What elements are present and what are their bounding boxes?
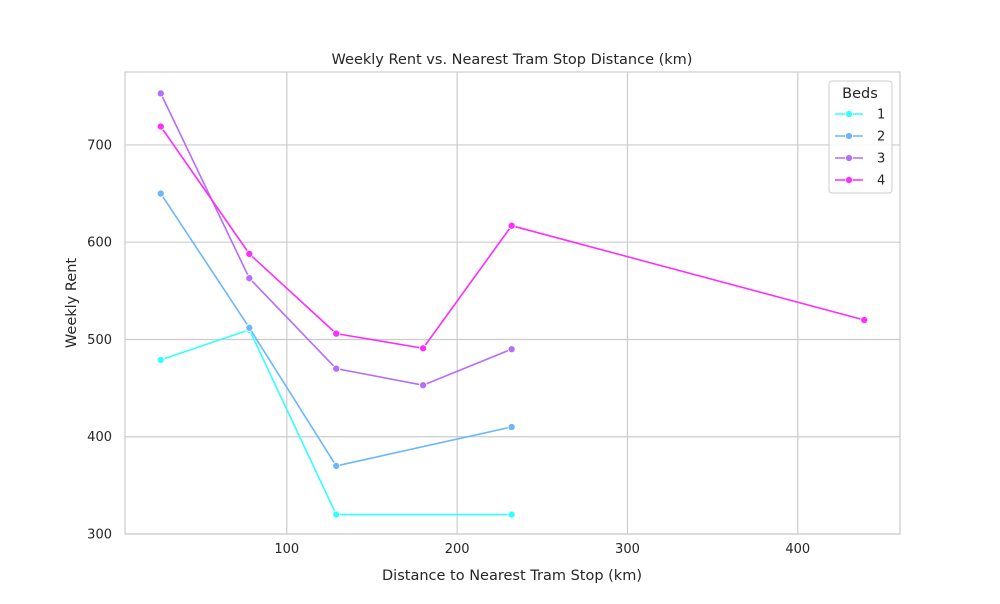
x-tick-label: 100: [274, 542, 299, 557]
data-point: [245, 323, 254, 332]
data-point: [156, 355, 165, 364]
legend-item: 4: [835, 174, 885, 189]
series-layer: [156, 89, 869, 519]
data-point: [860, 315, 869, 325]
legend-title: Beds: [842, 86, 878, 102]
x-tick-label: 400: [785, 542, 810, 557]
y-tick-label: 600: [87, 236, 112, 251]
legend-items: 1 2 3 4: [835, 108, 885, 189]
series-4: [156, 122, 869, 353]
series-line: [160, 193, 512, 467]
y-tick-label: 500: [87, 333, 112, 348]
y-tick-label: 300: [87, 528, 112, 543]
data-point: [245, 249, 254, 258]
data-point: [156, 189, 165, 198]
series-3: [156, 89, 516, 390]
legend-label: 1: [877, 108, 885, 123]
data-point: [332, 364, 341, 373]
data-point: [332, 461, 341, 470]
chart-title: Weekly Rent vs. Nearest Tram Stop Distan…: [332, 52, 693, 68]
legend-label: 4: [877, 174, 885, 189]
data-point: [245, 274, 254, 283]
data-point: [507, 422, 516, 432]
legend-item: 1: [835, 108, 885, 123]
data-point: [419, 381, 428, 390]
series-line: [160, 328, 512, 516]
data-point: [507, 510, 516, 519]
data-point: [332, 329, 341, 338]
data-point: [419, 344, 428, 353]
legend-label: 2: [877, 130, 885, 145]
legend-label: 3: [877, 152, 885, 167]
series-2: [156, 189, 516, 470]
legend-item: 2: [835, 130, 885, 145]
series-line: [160, 126, 865, 350]
x-tick-label: 200: [445, 542, 470, 557]
legend-item: 3: [835, 152, 885, 167]
data-point: [156, 89, 165, 98]
data-point: [156, 122, 165, 131]
legend-marker: [844, 153, 854, 163]
legend-marker: [844, 109, 854, 119]
legend: Beds 1 2 3 4: [828, 80, 893, 194]
tick-labels: 100 200 300 400 300 400 500 600 700: [87, 138, 810, 557]
y-tick-label: 400: [87, 430, 112, 445]
data-point: [507, 345, 516, 354]
data-point: [332, 510, 341, 519]
y-tick-label: 700: [87, 138, 112, 153]
plot-area: [124, 71, 901, 535]
x-tick-label: 300: [615, 542, 640, 557]
legend-marker: [844, 131, 854, 141]
x-axis-label: Distance to Nearest Tram Stop (km): [382, 568, 642, 584]
legend-marker: [844, 175, 854, 185]
legend-box: [828, 80, 893, 194]
data-point: [507, 221, 516, 230]
y-axis-label: Weekly Rent: [64, 258, 80, 348]
